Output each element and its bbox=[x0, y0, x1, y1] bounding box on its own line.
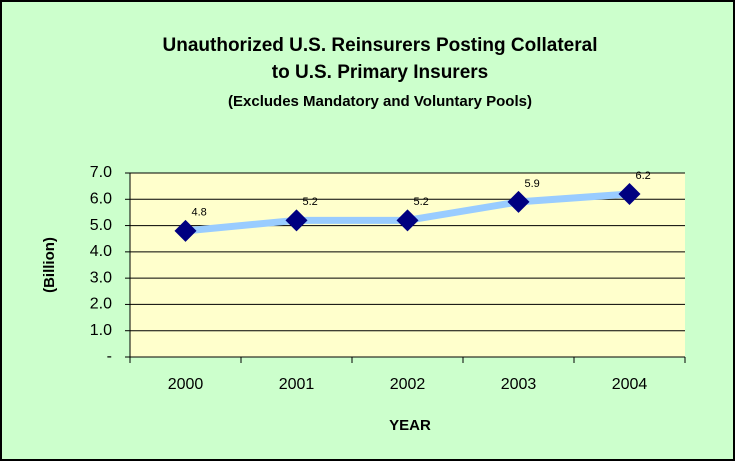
y-tick-label: 4.0 bbox=[90, 243, 112, 260]
chart-title: to U.S. Primary Insurers bbox=[272, 62, 488, 83]
y-tick-label: 6.0 bbox=[90, 191, 112, 208]
data-point bbox=[396, 209, 419, 232]
data-label: 5.2 bbox=[414, 196, 429, 208]
chart-subtitle: (Excludes Mandatory and Voluntary Pools) bbox=[228, 93, 532, 110]
y-tick-label: - bbox=[107, 348, 112, 365]
x-tick-label: 2002 bbox=[390, 376, 426, 393]
x-tick-label: 2004 bbox=[612, 376, 648, 393]
y-tick-label: 2.0 bbox=[90, 296, 112, 313]
data-label: 6.2 bbox=[636, 170, 651, 182]
data-label: 5.2 bbox=[303, 196, 318, 208]
x-tick-label: 2001 bbox=[279, 376, 315, 393]
x-tick-label: 2003 bbox=[501, 376, 537, 393]
data-label: 4.8 bbox=[192, 207, 207, 219]
y-axis-label: (Billion) bbox=[41, 237, 58, 293]
plot-area bbox=[130, 173, 685, 357]
x-axis-label: YEAR bbox=[389, 417, 431, 434]
y-tick-label: 5.0 bbox=[90, 217, 112, 234]
chart-title: Unauthorized U.S. Reinsurers Posting Col… bbox=[163, 35, 598, 56]
data-label: 5.9 bbox=[525, 178, 540, 190]
data-point bbox=[285, 209, 308, 232]
data-point bbox=[507, 190, 530, 213]
y-tick-label: 3.0 bbox=[90, 269, 112, 286]
data-point bbox=[174, 219, 197, 242]
data-point bbox=[618, 183, 641, 206]
y-tick-label: 1.0 bbox=[90, 322, 112, 339]
x-tick-label: 2000 bbox=[168, 376, 204, 393]
y-tick-label: 7.0 bbox=[90, 164, 112, 181]
